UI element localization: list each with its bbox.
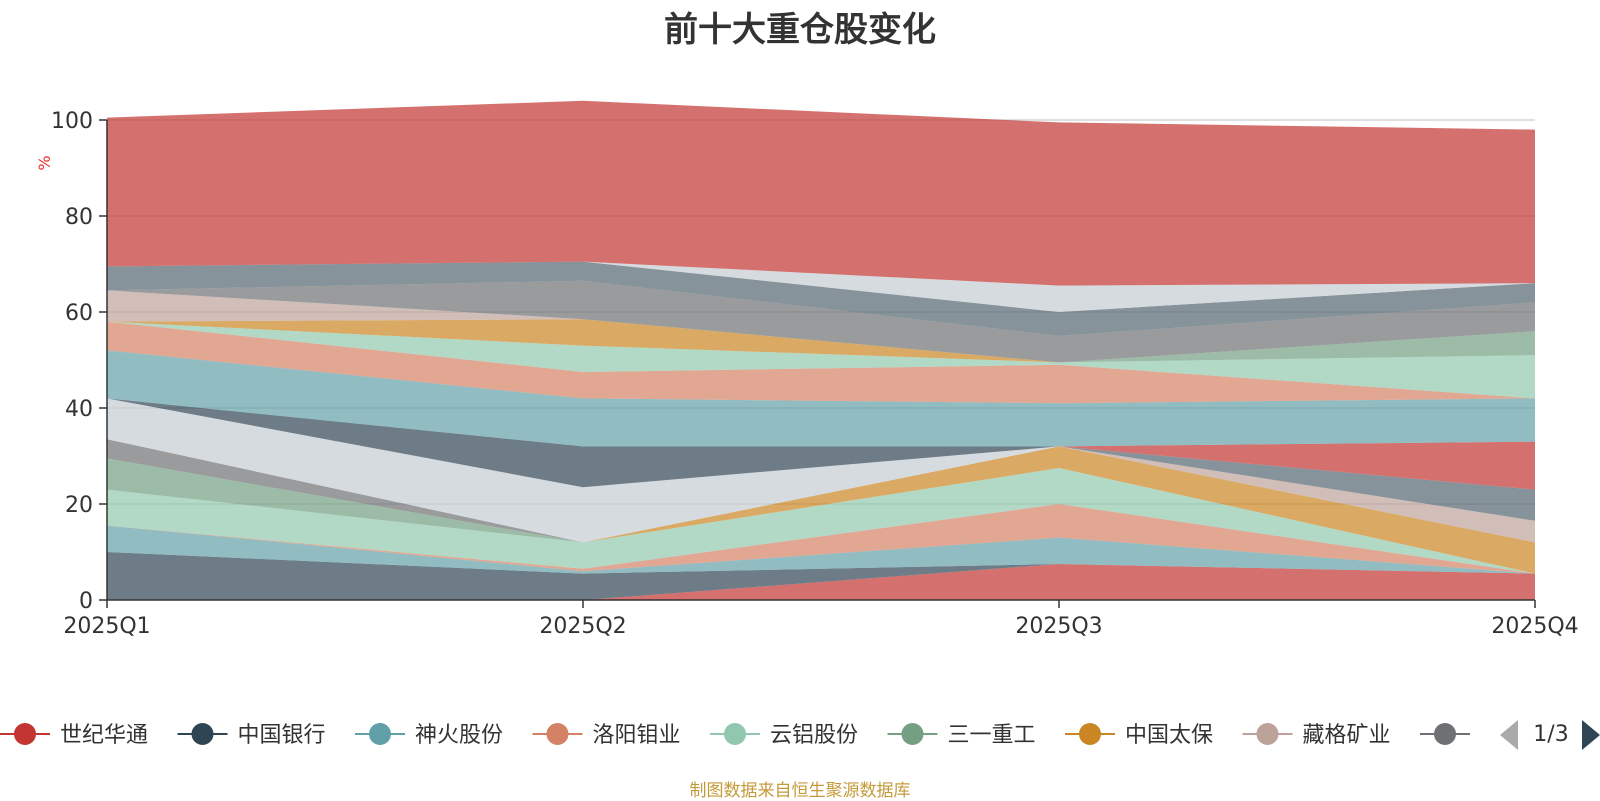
area-series[interactable] bbox=[107, 398, 1535, 543]
legend-label: 神火股份 bbox=[415, 723, 503, 748]
data-source-note: 制图数据来自恒生聚源数据库 bbox=[689, 781, 911, 801]
legend-marker bbox=[191, 723, 214, 745]
chart-title: 前十大重仓股变化 bbox=[664, 10, 936, 50]
y-tick-label: 100 bbox=[51, 109, 93, 134]
area-series[interactable] bbox=[107, 261, 1535, 312]
area-series[interactable] bbox=[107, 458, 1535, 574]
legend-item[interactable]: 世纪华通 bbox=[0, 723, 148, 748]
legend-marker bbox=[369, 723, 391, 745]
area-series[interactable] bbox=[107, 321, 1535, 404]
legend-label: 洛阳钼业 bbox=[593, 723, 681, 748]
legend: 世纪华通 中国银行 神火股份 洛阳钼业 云铝股份 三一重工 中国太保 藏格矿业 中国平安 bbox=[0, 723, 1568, 748]
area-series[interactable] bbox=[107, 398, 1535, 490]
legend-label: 云铝股份 bbox=[770, 723, 858, 748]
area-layer bbox=[107, 100, 1535, 600]
area-series[interactable] bbox=[107, 552, 1535, 600]
y-axis-label: % bbox=[35, 155, 54, 170]
x-tick-label: 2025Q2 bbox=[539, 614, 626, 639]
legend-label: 世纪华通 bbox=[60, 723, 148, 748]
legend-marker bbox=[1434, 723, 1456, 745]
legend-item[interactable]: 中国银行 bbox=[177, 723, 326, 748]
area-series[interactable] bbox=[107, 319, 1535, 363]
area-series[interactable] bbox=[107, 446, 1535, 574]
area-series[interactable] bbox=[107, 446, 1535, 543]
area-series[interactable] bbox=[107, 350, 1535, 447]
legend-marker bbox=[14, 723, 36, 745]
legend-marker bbox=[546, 723, 569, 745]
legend-marker bbox=[724, 723, 746, 745]
legend-prev-icon[interactable] bbox=[1500, 720, 1518, 750]
legend-label: 中国太保 bbox=[1125, 723, 1213, 748]
legend-item[interactable]: 藏格矿业 bbox=[1242, 723, 1391, 748]
legend-item[interactable]: 云铝股份 bbox=[710, 723, 858, 748]
legend-label: 藏格矿业 bbox=[1303, 723, 1391, 748]
area-series[interactable] bbox=[107, 100, 1535, 286]
legend-marker bbox=[901, 723, 924, 745]
area-series[interactable] bbox=[107, 321, 1535, 399]
area-series[interactable] bbox=[107, 261, 1535, 336]
area-series[interactable] bbox=[107, 280, 1535, 363]
legend-item[interactable]: 三一重工 bbox=[887, 723, 1036, 748]
legend-marker bbox=[1079, 723, 1101, 745]
legend-next-icon[interactable] bbox=[1582, 720, 1600, 750]
y-tick-label: 20 bbox=[65, 493, 93, 518]
legend-item[interactable]: 洛阳钼业 bbox=[532, 723, 681, 748]
x-tick-label: 2025Q4 bbox=[1491, 614, 1578, 639]
legend-item[interactable]: 中国平安 bbox=[1420, 723, 1568, 748]
legend-item[interactable]: 中国太保 bbox=[1065, 723, 1213, 748]
area-series[interactable] bbox=[107, 439, 1535, 543]
legend-marker bbox=[1256, 723, 1279, 745]
y-tick-label: 0 bbox=[79, 589, 93, 614]
y-tick-label: 80 bbox=[65, 205, 93, 230]
x-tick-label: 2025Q1 bbox=[63, 614, 150, 639]
area-series[interactable] bbox=[107, 504, 1535, 574]
legend-label: 三一重工 bbox=[948, 723, 1036, 748]
legend-label: 中国银行 bbox=[238, 723, 326, 748]
y-tick-label: 60 bbox=[65, 301, 93, 326]
y-tick-label: 40 bbox=[65, 397, 93, 422]
legend-item[interactable]: 神火股份 bbox=[355, 723, 503, 748]
x-tick-label: 2025Q3 bbox=[1015, 614, 1102, 639]
legend-page-indicator: 1/3 bbox=[1533, 722, 1568, 747]
area-series[interactable] bbox=[107, 525, 1535, 574]
